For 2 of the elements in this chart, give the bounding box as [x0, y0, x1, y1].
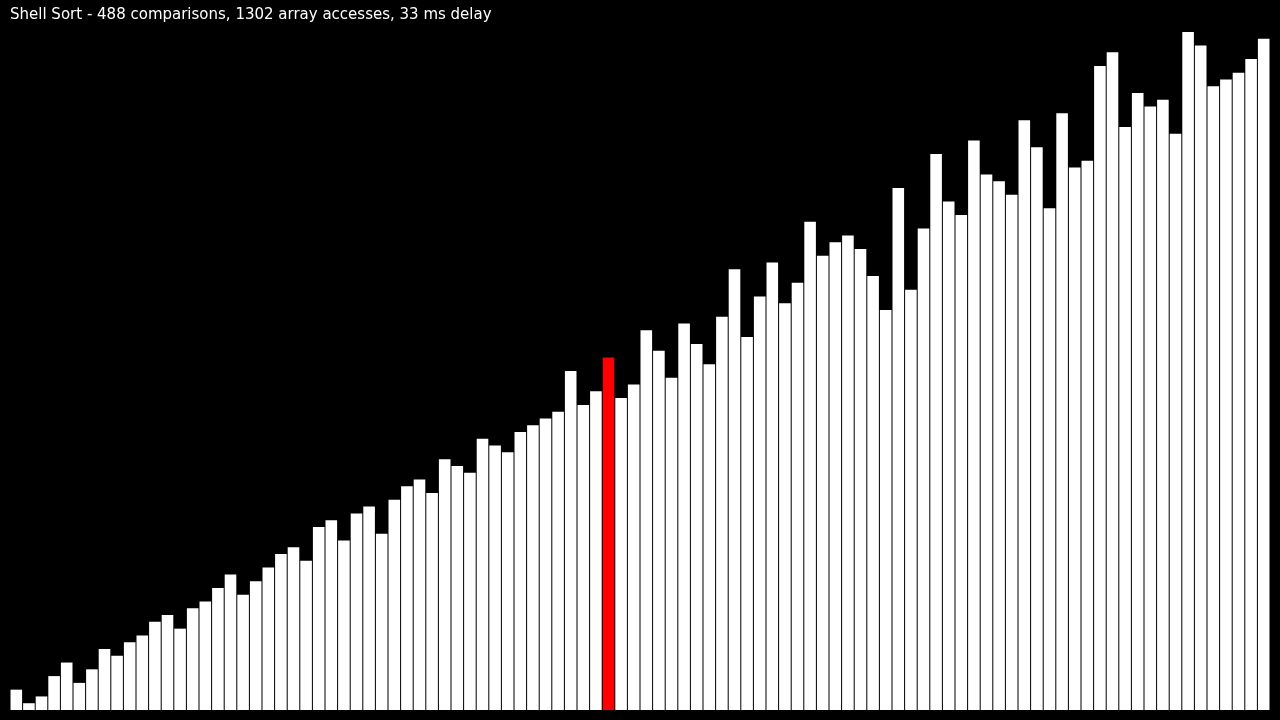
- chart-title: Shell Sort - 488 comparisons, 1302 array accesses, 33 ms delay: [10, 4, 492, 23]
- bar: [602, 357, 615, 710]
